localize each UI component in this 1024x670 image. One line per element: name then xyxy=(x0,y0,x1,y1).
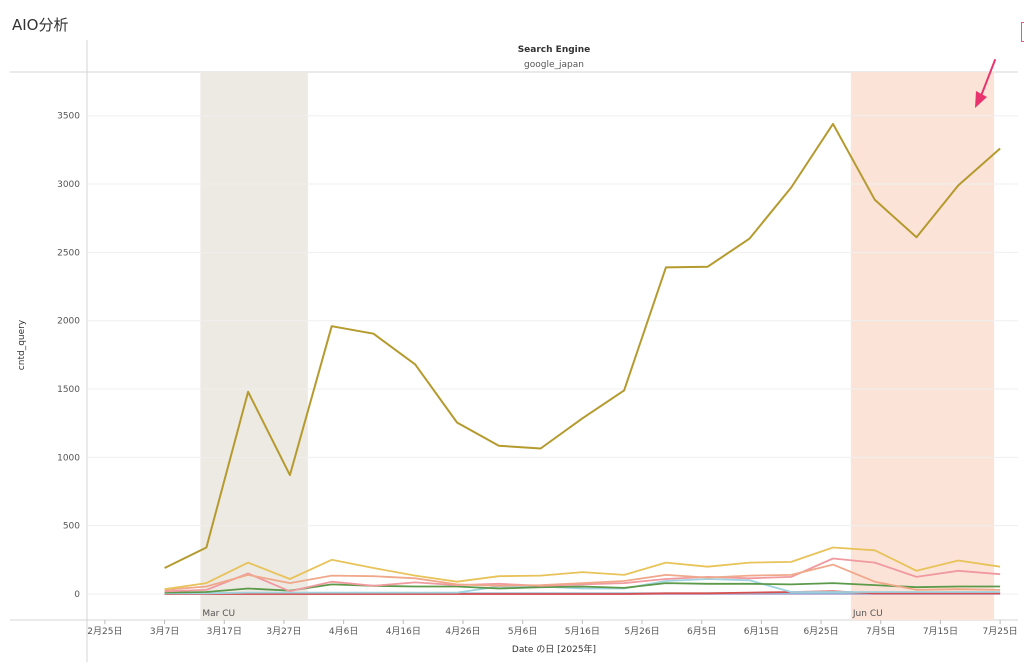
x-tick-layer: 2月25日 3月7日 3月17日 3月27日 4月6日 4月16日 4月26日 5月6日 5月1… xyxy=(87,620,1018,637)
x-tick-label: 2月25日 xyxy=(87,626,122,637)
x-tick-label: 6月25日 xyxy=(803,626,838,637)
series-line-0 xyxy=(164,122,1001,569)
y-tick-label: 500 xyxy=(63,522,80,532)
header-label: Search Engine xyxy=(518,45,591,55)
x-tick-label: 5月6日 xyxy=(508,626,537,637)
y-tick-label: 3000 xyxy=(57,180,80,190)
series-line-3 xyxy=(164,557,1001,593)
corner-marker xyxy=(1021,22,1024,42)
x-tick-label: 3月7日 xyxy=(150,626,179,637)
y-tick-label: 1500 xyxy=(57,385,80,395)
x-tick-label: 4月26日 xyxy=(445,626,480,637)
x-tick-label: 5月16日 xyxy=(565,626,600,637)
band-label-1: Jun CU xyxy=(852,609,883,619)
chart-frame xyxy=(10,40,1018,662)
band-0 xyxy=(200,72,308,620)
y-tick-label: 0 xyxy=(74,590,80,600)
x-tick-label: 5月26日 xyxy=(624,626,659,637)
x-tick-label: 4月16日 xyxy=(386,626,421,637)
x-tick-label: 3月27日 xyxy=(266,626,301,637)
band-label-0: Mar CU xyxy=(202,609,235,619)
x-tick-label: 3月17日 xyxy=(207,626,242,637)
y-axis-label: cntd_query xyxy=(17,319,27,370)
y-tick-label: 2000 xyxy=(57,317,80,327)
series-line-2 xyxy=(164,563,1001,591)
x-tick-label: 4月6日 xyxy=(329,626,358,637)
header-value: google_japan xyxy=(524,60,584,70)
band-1 xyxy=(850,72,995,620)
x-tick-label: 6月5日 xyxy=(687,626,716,637)
y-tick-label: 2500 xyxy=(57,248,80,258)
x-tick-label: 7月5日 xyxy=(866,626,895,637)
arrow-annotation-icon xyxy=(975,59,996,108)
band-layer: Mar CU Jun CU xyxy=(200,72,995,620)
series-line-5 xyxy=(164,578,1001,595)
y-tick-label: 1000 xyxy=(57,453,80,463)
series-layer xyxy=(164,122,1001,595)
arrow-shaft xyxy=(980,59,996,97)
y-tick-label: 3500 xyxy=(57,112,80,122)
page-title: AIO分析 xyxy=(12,16,69,34)
series-line-1 xyxy=(164,546,1001,591)
x-tick-label: 7月15日 xyxy=(923,626,958,637)
arrow-head xyxy=(975,91,987,108)
x-axis-label: Date の日 [2025年] xyxy=(512,643,596,655)
y-tick-layer: 0 500 1000 1500 2000 2500 3000 3500 xyxy=(57,112,80,600)
x-tick-label: 6月15日 xyxy=(744,626,779,637)
x-tick-label: 7月25日 xyxy=(983,626,1018,637)
